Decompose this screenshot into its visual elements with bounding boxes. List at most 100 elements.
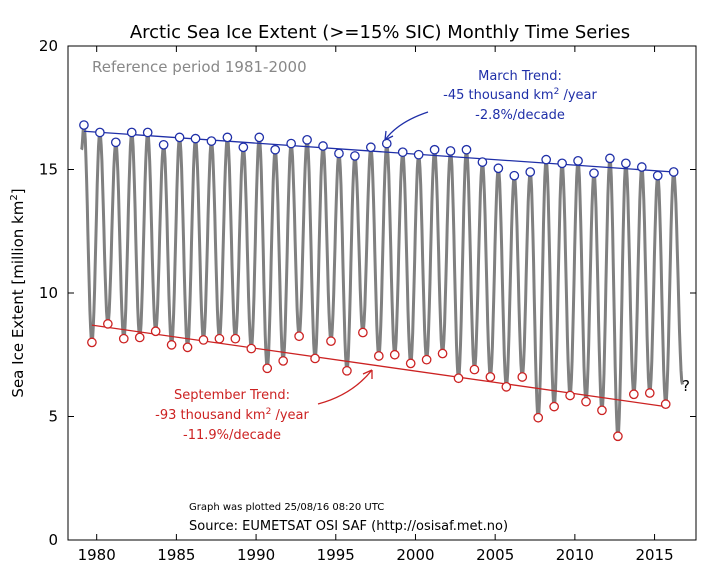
- september-min-point: [198, 335, 209, 345]
- september-min-point: [533, 412, 544, 423]
- y-tick-label: 0: [48, 531, 58, 549]
- september-min-point: [358, 327, 368, 338]
- chart-title: Arctic Sea Ice Extent (>=15% SIC) Monthl…: [130, 22, 630, 43]
- september-min-point: [405, 358, 416, 369]
- march-max-point: [573, 156, 583, 166]
- september-min-point: [581, 396, 591, 407]
- march-max-point: [126, 127, 137, 138]
- march-max-point: [95, 127, 105, 138]
- september-min-point: [230, 333, 241, 344]
- march-max-point: [350, 151, 360, 161]
- march-max-point: [636, 162, 647, 172]
- march-max-point: [365, 142, 376, 153]
- march-max-point: [605, 153, 615, 164]
- march-max-point: [509, 170, 520, 181]
- september-min-point: [294, 331, 304, 342]
- march-max-point: [334, 148, 344, 159]
- september-min-point: [246, 343, 257, 354]
- x-tick-label: 2015: [635, 546, 673, 564]
- september-min-point: [326, 336, 336, 347]
- march-max-point: [413, 149, 424, 160]
- march-max-point: [190, 133, 201, 144]
- march-max-point: [541, 154, 552, 165]
- extreme-markers: [79, 120, 679, 442]
- september-min-point: [613, 431, 623, 442]
- svg-text:-45 thousand km2 /year: -45 thousand km2 /year: [443, 87, 597, 103]
- y-tick-label: 5: [48, 408, 58, 426]
- march-max-point: [445, 146, 456, 156]
- march-trend-arrow: [384, 111, 429, 141]
- september-min-point: [87, 337, 97, 348]
- x-tick-label: 2010: [556, 546, 594, 564]
- september-min-point: [549, 401, 559, 412]
- september-min-point: [214, 333, 225, 344]
- september-min-point: [453, 373, 464, 384]
- march-max-point: [174, 132, 185, 143]
- march-max-point: [621, 158, 631, 169]
- march-max-point: [270, 144, 281, 155]
- september-min-point: [469, 364, 480, 375]
- september-min-point: [485, 372, 496, 382]
- september-min-point: [501, 382, 512, 392]
- september-min-point: [342, 365, 352, 376]
- march-max-point: [477, 157, 488, 167]
- september-min-point: [182, 342, 193, 353]
- september-min-point: [166, 340, 177, 350]
- september-min-point: [373, 351, 384, 361]
- svg-text:-11.9%/decade: -11.9%/decade: [183, 428, 281, 443]
- march-max-point: [158, 139, 169, 150]
- march-max-point: [493, 163, 504, 174]
- svg-text:March Trend:: March Trend:: [478, 69, 562, 84]
- march-max-point: [461, 144, 472, 155]
- september-min-point: [150, 326, 161, 337]
- september-min-point: [118, 333, 129, 344]
- march-max-point: [206, 136, 217, 146]
- march-max-point: [222, 132, 233, 143]
- september-trend-arrow: [317, 369, 373, 405]
- chart-subtitle: Reference period 1981-2000: [92, 58, 307, 76]
- plotted-note: Graph was plotted 25/08/16 08:20 UTC: [189, 502, 384, 513]
- x-tick-label: 2005: [476, 546, 514, 564]
- september-arrow-head: [362, 369, 373, 379]
- march-max-point: [429, 144, 440, 155]
- september-min-point: [565, 390, 575, 401]
- september-min-point: [310, 353, 320, 364]
- svg-text:September Trend:: September Trend:: [174, 388, 290, 403]
- march-max-point: [254, 132, 265, 143]
- x-tick-label: 1980: [78, 546, 116, 564]
- x-tick-label: 2000: [396, 546, 434, 564]
- y-axis-label: Sea Ice Extent [million km2]: [9, 188, 27, 397]
- march-max-point: [589, 168, 599, 179]
- september-min-point: [389, 349, 400, 360]
- march-max-point: [668, 167, 679, 177]
- x-tick-label: 1990: [237, 546, 275, 564]
- september-min-point: [102, 319, 113, 329]
- x-tick-label: 1985: [157, 546, 195, 564]
- march-max-point: [238, 142, 249, 153]
- september-min-point: [134, 332, 145, 343]
- september-min-point: [660, 399, 671, 409]
- march-max-point: [110, 137, 121, 148]
- svg-text:-2.8%/decade: -2.8%/decade: [475, 108, 565, 123]
- september-trend-label: September Trend: -93 thousand km2 /year …: [155, 388, 309, 443]
- september-min-point: [278, 356, 289, 366]
- september-min-point: [644, 388, 655, 398]
- march-max-point: [652, 170, 663, 181]
- y-tick-label: 10: [39, 284, 58, 302]
- question-mark: ?: [682, 377, 690, 395]
- september-min-point: [597, 405, 607, 416]
- march-max-point: [557, 158, 567, 169]
- september-min-point: [437, 348, 448, 359]
- y-tick-label: 20: [39, 37, 58, 55]
- source-note: Source: EUMETSAT OSI SAF (http://osisaf.…: [189, 519, 508, 534]
- september-min-point: [421, 354, 432, 365]
- march-max-point: [397, 147, 408, 158]
- y-tick-label: 15: [39, 161, 58, 179]
- march-max-point: [381, 138, 392, 149]
- march-trend-label: March Trend: -45 thousand km2 /year -2.8…: [443, 69, 597, 123]
- axis-ticks: 1980 1985 1990 1995 2000 2005 2010 2015 0 5 10 15 20: [39, 37, 696, 564]
- september-min-point: [628, 389, 639, 400]
- march-arrow-head: [384, 130, 394, 141]
- march-max-point: [79, 120, 89, 130]
